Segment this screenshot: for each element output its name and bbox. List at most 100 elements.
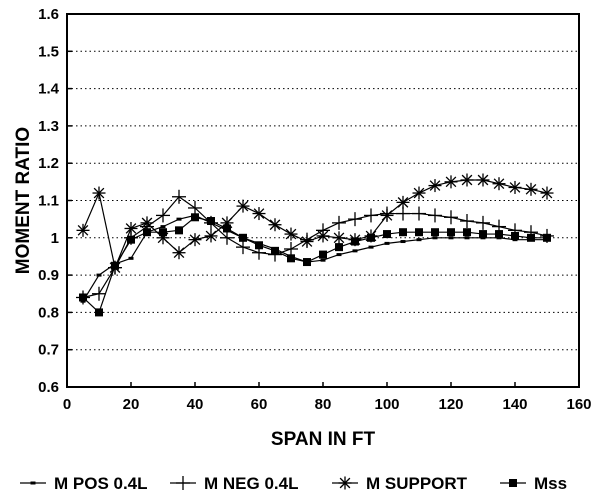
series-m-neg-0-4l-point — [156, 208, 170, 223]
series-mss-point — [479, 230, 487, 239]
series-mss-point — [335, 243, 343, 252]
series-m-pos-0-4l-point — [384, 241, 390, 245]
series-mss-point — [239, 233, 247, 242]
series-m-pos-0-4l-point — [448, 236, 454, 240]
series-m-support-point — [380, 208, 394, 222]
series-m-neg-0-4l-point — [364, 208, 378, 223]
legend-m-neg-0-4l-point — [176, 476, 190, 490]
series-mss-point — [79, 293, 87, 302]
x-axis-ticks: 0 20 40 60 80 100 120 140 160 — [63, 382, 592, 413]
series-m-neg-0-4l-point — [92, 286, 106, 301]
gridlines — [67, 50, 579, 351]
legend-label: M POS 0.4L — [54, 474, 148, 493]
series-m-pos-0-4l-point — [320, 258, 326, 262]
series-m-support-point — [508, 180, 522, 194]
series-m-neg-0-4l-point — [412, 206, 426, 221]
series-mss-point — [303, 258, 311, 267]
series-m-neg-0-4l-point — [444, 210, 458, 225]
series-m-support-point — [124, 221, 138, 235]
y-tick-label: 1 — [51, 230, 59, 247]
series-m-neg-0-4l-point — [172, 189, 186, 204]
legend-item-m-pos-0-4l: M POS 0.4L — [20, 474, 148, 493]
series-mss-point — [207, 217, 215, 226]
series-m-neg-0-4l-point — [220, 230, 234, 245]
series-m-support-point — [268, 218, 282, 232]
series-m-neg-0-4l-point — [396, 206, 410, 221]
series-mss-point — [351, 237, 359, 246]
series-mss-point — [543, 233, 551, 242]
series-m-pos-0-4l-point — [160, 225, 166, 229]
series-m-pos-0-4l-point — [128, 256, 134, 260]
series-m-support-point — [204, 229, 218, 243]
y-tick-label: 0.6 — [38, 379, 59, 396]
y-tick-label: 1.6 — [38, 6, 59, 23]
legend-m-pos-0-4l-point — [30, 481, 36, 485]
series-mss-point — [511, 231, 519, 240]
series-m-neg-0-4l — [76, 189, 554, 305]
series-mss-point — [175, 226, 183, 235]
series-line — [82, 195, 548, 299]
series-mss-point — [431, 228, 439, 237]
series-m-neg-0-4l-point — [188, 200, 202, 215]
series-mss-point — [159, 228, 167, 237]
legend-m-support-point — [338, 476, 352, 490]
series-m-pos-0-4l-point — [96, 273, 102, 277]
x-tick-label: 140 — [502, 396, 527, 413]
y-tick-label: 1.2 — [38, 155, 59, 172]
series-m-support-point — [300, 235, 314, 249]
series-line — [82, 216, 547, 314]
series-mss-point — [143, 228, 151, 237]
series-m-support-point — [252, 207, 266, 221]
y-tick-label: 0.9 — [38, 267, 59, 284]
legend-label: Mss — [534, 474, 567, 493]
legend-label: M NEG 0.4L — [204, 474, 298, 493]
legend-item-m-neg-0-4l: M NEG 0.4L — [170, 474, 298, 493]
series-m-pos-0-4l-point — [432, 236, 438, 240]
legend-mss-point — [509, 479, 517, 487]
series-mss-point — [111, 261, 119, 270]
series-m-support-point — [236, 199, 250, 213]
series-m-support-point — [396, 195, 410, 209]
series-m-support-point — [284, 227, 298, 241]
x-tick-label: 120 — [438, 396, 463, 413]
series-m-pos-0-4l-point — [464, 236, 470, 240]
series-mss-point — [463, 228, 471, 237]
series-mss-point — [271, 246, 279, 255]
series-m-neg-0-4l-point — [332, 215, 346, 230]
series-mss-point — [367, 233, 375, 242]
series-m-support-point — [316, 229, 330, 243]
series-m-support-point — [188, 233, 202, 247]
series-mss-point — [399, 228, 407, 237]
y-tick-label: 1.3 — [38, 118, 59, 135]
series-m-support-point — [428, 179, 442, 193]
series-mss-point — [95, 308, 103, 317]
series-m-neg-0-4l-point — [428, 208, 442, 223]
legend-item-mss: Mss — [500, 474, 567, 493]
series-m-support-point — [412, 186, 426, 200]
series-m-support-point — [492, 177, 506, 191]
series-m-pos-0-4l-point — [416, 238, 422, 242]
y-tick-label: 1.1 — [38, 193, 59, 210]
series-mss-point — [495, 230, 503, 239]
series-m-neg-0-4l-point — [348, 212, 362, 227]
x-tick-label: 160 — [566, 396, 591, 413]
series-m-pos-0-4l-point — [400, 240, 406, 244]
series-m-support — [76, 173, 554, 275]
series-m-support-point — [524, 182, 538, 196]
series-m-support-point — [444, 175, 458, 189]
series-mss-point — [527, 233, 535, 242]
series-mss-point — [255, 241, 263, 250]
series-m-support-point — [92, 186, 106, 200]
y-tick-label: 0.7 — [38, 342, 59, 359]
y-axis-title: MOMENT RATIO — [13, 127, 34, 274]
x-tick-label: 0 — [63, 396, 71, 413]
series-m-pos-0-4l-point — [368, 245, 374, 249]
series-m-pos-0-4l-point — [352, 249, 358, 253]
y-tick-label: 1.5 — [38, 43, 59, 60]
series-line — [82, 214, 547, 302]
series-m-neg-0-4l-point — [476, 215, 490, 230]
y-tick-label: 0.8 — [38, 304, 59, 321]
series-mss-point — [383, 230, 391, 239]
y-axis-ticks: 0.6 0.7 0.8 0.9 1 1.1 1.2 1.3 1.4 1.5 1.6 — [38, 6, 72, 396]
series-m-support-point — [76, 223, 90, 237]
